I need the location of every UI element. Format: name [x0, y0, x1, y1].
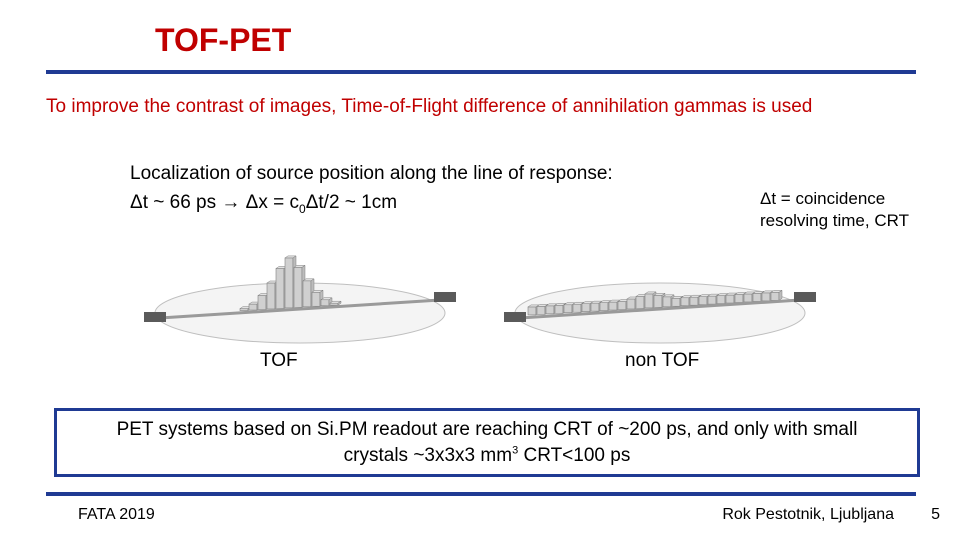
crt-note: Δt = coincidence resolving time, CRT: [760, 188, 930, 232]
tof-diagram: [130, 238, 830, 358]
localization-block: Localization of source position along th…: [130, 160, 613, 217]
localization-line1: Localization of source position along th…: [130, 160, 613, 189]
nontof-label: non TOF: [625, 350, 699, 372]
boxed-line1: PET systems based on Si.PM readout are r…: [117, 419, 858, 440]
divider-top: [46, 70, 916, 74]
tof-label: TOF: [260, 350, 298, 372]
slide-title: TOF-PET: [155, 22, 291, 59]
page-number: 5: [931, 506, 940, 524]
highlight-box: PET systems based on Si.PM readout are r…: [54, 408, 920, 477]
boxed-line2b: CRT<100 ps: [518, 445, 630, 466]
localization-line2: Δt ~ 66 ps → Δx = c0Δt/2 ~ 1cm: [130, 189, 613, 218]
divider-bottom: [46, 492, 916, 496]
intro-text: To improve the contrast of images, Time-…: [46, 96, 812, 118]
footer-left: FATA 2019: [78, 506, 155, 524]
boxed-line2a: crystals ~3x3x3 mm: [344, 445, 512, 466]
footer-right: Rok Pestotnik, Ljubljana: [722, 506, 894, 524]
